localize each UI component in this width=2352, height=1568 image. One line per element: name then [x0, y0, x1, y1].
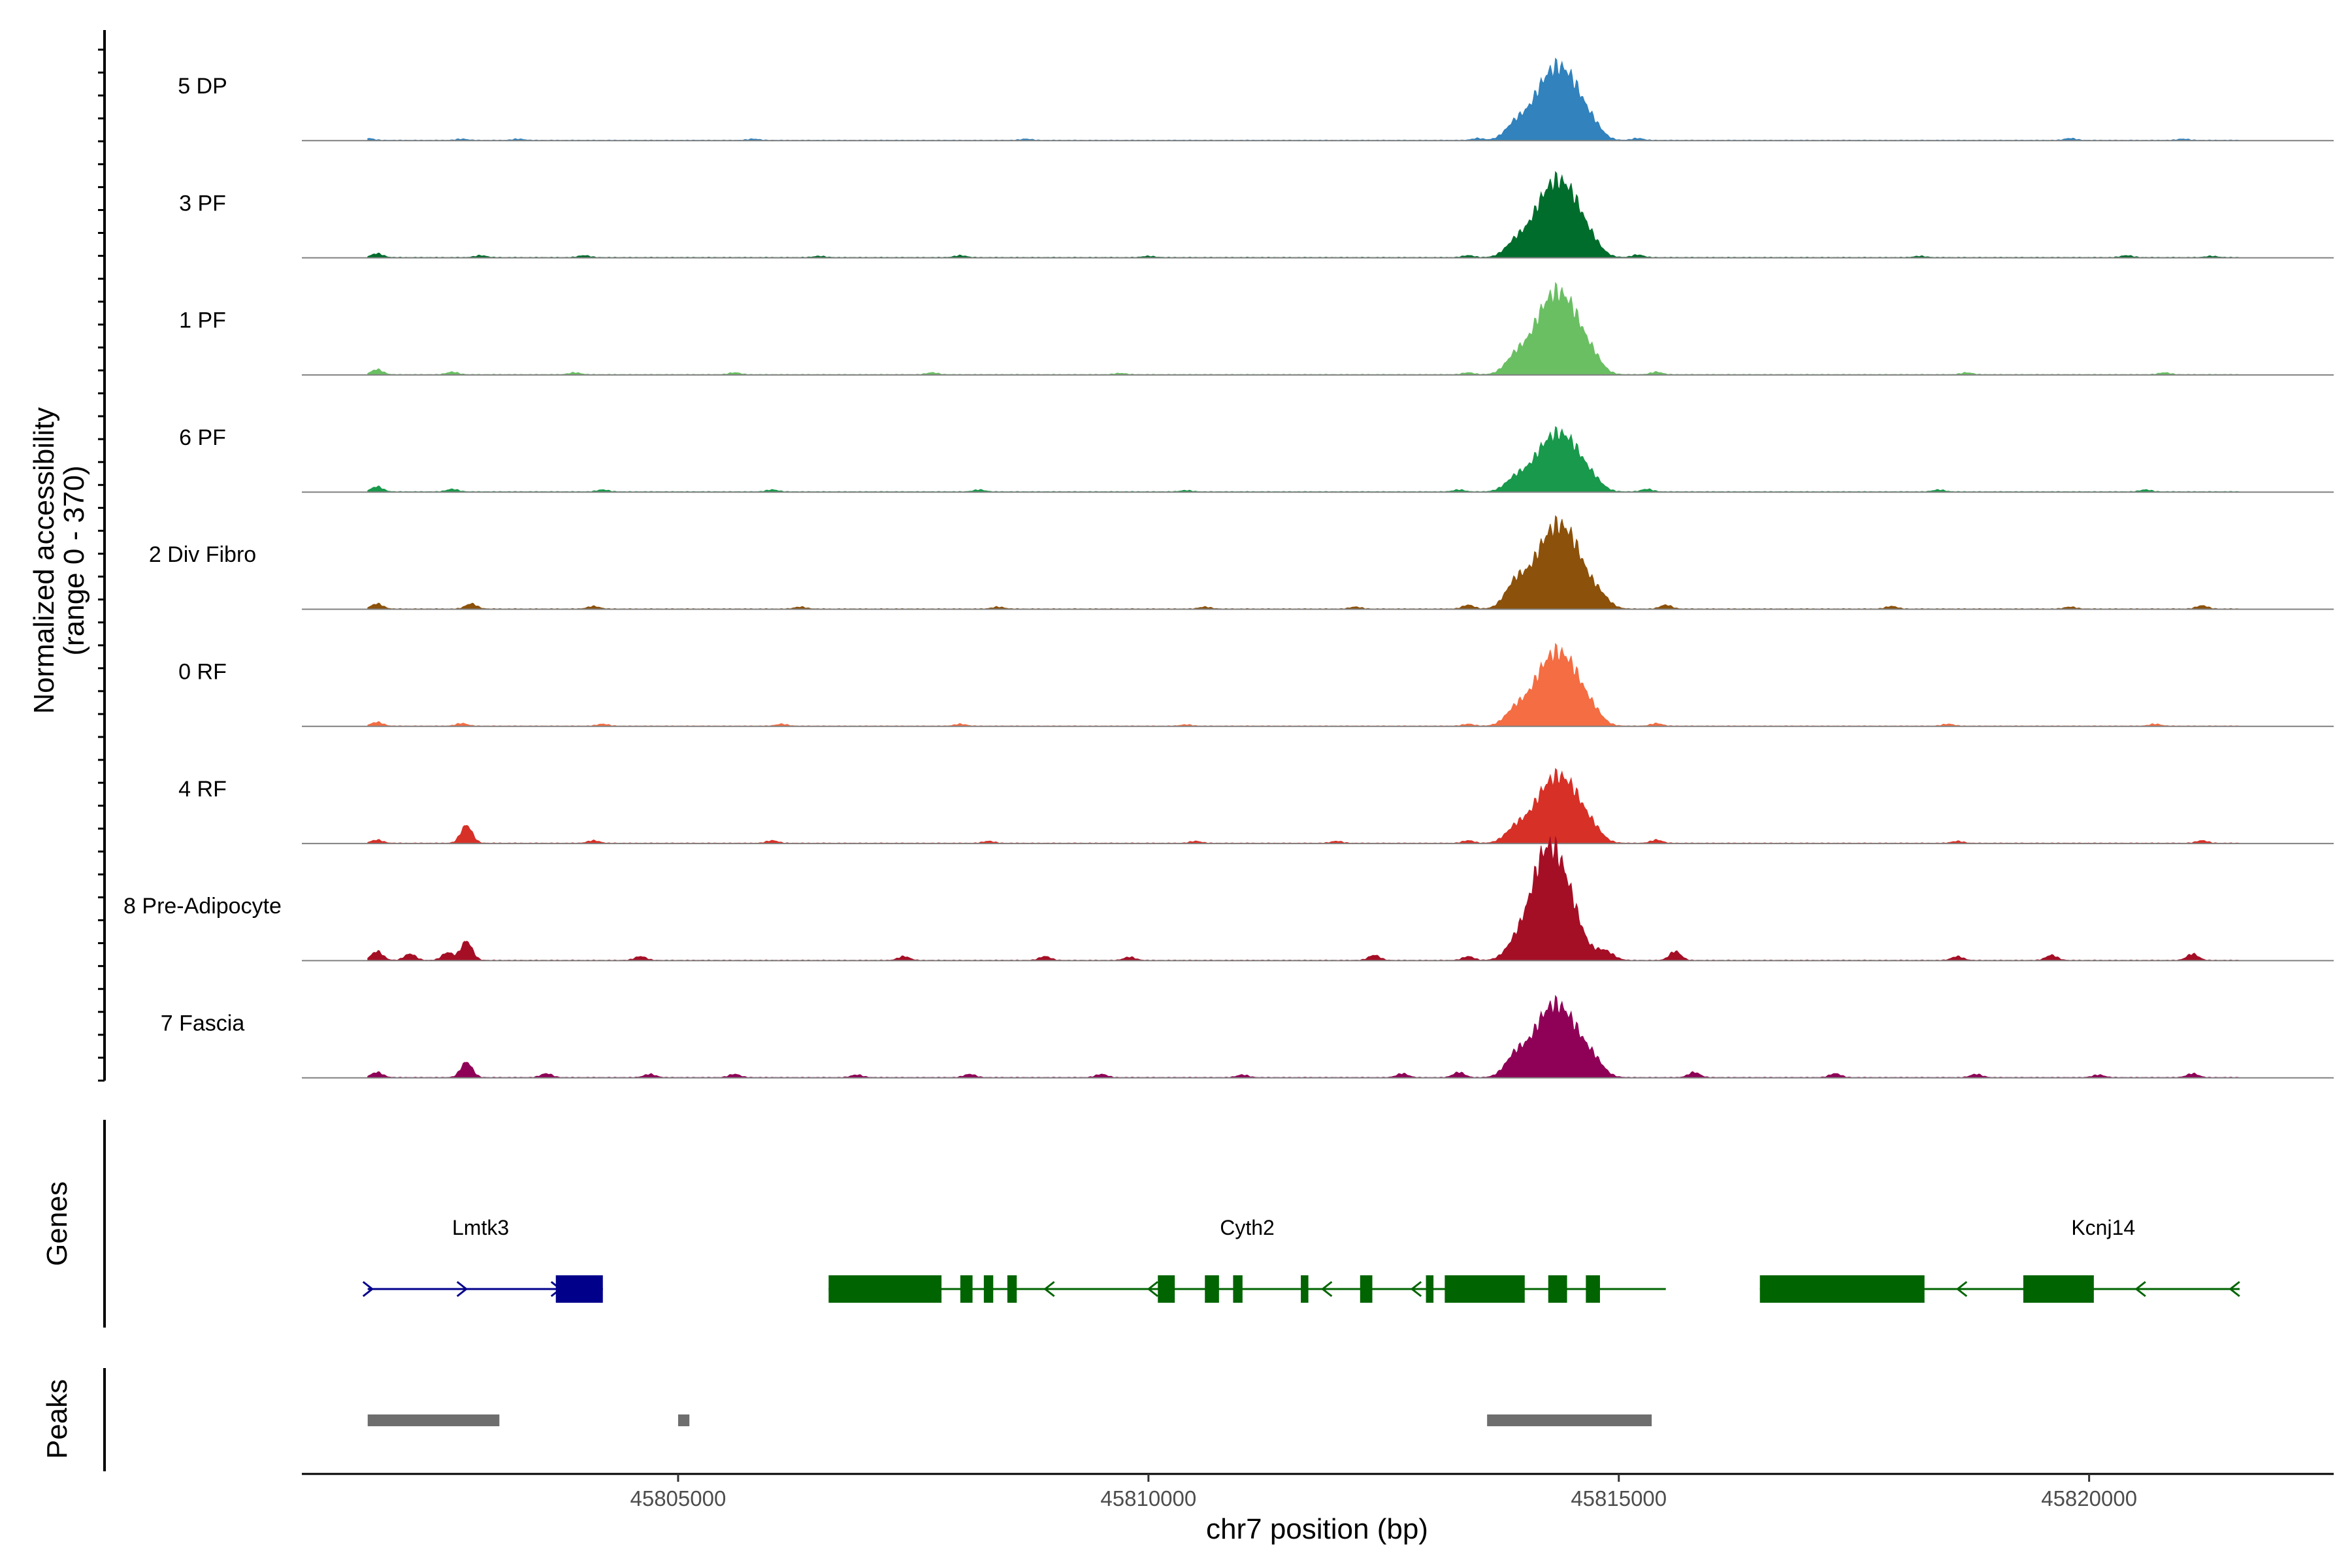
track-label: 0 RF — [178, 660, 227, 685]
gene-model: Lmtk3 — [362, 1216, 603, 1303]
gene-model: Kcnj14 — [1759, 1216, 2240, 1303]
x-tick-label: 45820000 — [2041, 1486, 2137, 1511]
coverage-track: 6 PF — [179, 425, 2334, 493]
peak-region — [1487, 1414, 1652, 1426]
gene-label: Cyth2 — [1220, 1216, 1275, 1239]
strand-arrow — [2229, 1281, 2240, 1298]
strand-arrow — [1147, 1281, 1158, 1298]
strand-arrow — [1955, 1281, 1968, 1298]
track-label: 6 PF — [179, 425, 226, 450]
track-label: 2 Div Fibro — [149, 542, 256, 567]
strand-arrow — [2134, 1281, 2146, 1298]
strand-arrow — [362, 1281, 374, 1298]
coverage-area — [367, 836, 2240, 961]
track-label: 5 DP — [178, 74, 227, 99]
coverage-area — [367, 57, 2240, 141]
coverage-area — [367, 171, 2240, 259]
strand-arrow — [1043, 1281, 1055, 1298]
coverage-area — [367, 642, 2240, 727]
gene-exon — [828, 1275, 942, 1303]
gene-exon — [1158, 1275, 1175, 1303]
track-label: 4 RF — [178, 777, 227, 802]
peak-region — [367, 1414, 500, 1426]
track-label: 8 Pre-Adipocyte — [123, 894, 282, 919]
coverage-area — [367, 768, 2240, 844]
coverage-track: 5 DP — [178, 57, 2334, 142]
coverage-y-axis — [98, 30, 106, 1082]
gene-exon — [1301, 1275, 1309, 1303]
gene-label: Kcnj14 — [2071, 1216, 2135, 1239]
gene-annotation-track: Lmtk3 Cyth2 Kcnj14 — [362, 1216, 2240, 1303]
gene-exon — [2023, 1275, 2094, 1303]
coverage-track: 2 Div Fibro — [149, 515, 2334, 610]
strand-arrow — [550, 1281, 563, 1298]
y-axis-title-line2: (range 0 - 370) — [58, 465, 90, 655]
track-label: 1 PF — [179, 308, 226, 333]
gene-exon — [1445, 1275, 1525, 1303]
coverage-track: 0 RF — [178, 642, 2334, 727]
gene-exon — [1586, 1275, 1600, 1303]
coverage-area — [367, 994, 2240, 1079]
coverage-tracks: 5 DP 3 PF 1 PF 6 PF 2 Div Fibro 0 RF 4 RF 8 Pre… — [123, 57, 2334, 1079]
gene-model: Cyth2 — [828, 1216, 1666, 1303]
genes-panel-title: Genes — [41, 1181, 73, 1266]
strand-arrow — [1410, 1281, 1422, 1298]
x-tick-label: 45805000 — [630, 1486, 727, 1511]
x-tick-label: 45815000 — [1571, 1486, 1667, 1511]
coverage-track: 3 PF — [179, 171, 2334, 259]
coverage-area — [367, 515, 2240, 610]
gene-exon — [555, 1275, 603, 1303]
gene-exon — [1759, 1275, 1925, 1303]
x-axis-ticks: 45805000 45810000 45815000 45820000 — [630, 1474, 2137, 1511]
gene-exon — [1426, 1275, 1434, 1303]
track-label: 3 PF — [179, 191, 226, 216]
coverage-area — [367, 282, 2240, 376]
peak-region-track — [367, 1414, 1652, 1426]
track-label: 7 Fascia — [161, 1011, 245, 1036]
peaks-panel-title: Peaks — [41, 1379, 73, 1459]
coverage-track: 4 RF — [178, 768, 2334, 845]
y-axis-title-line1: Normalized accessibility — [28, 407, 60, 713]
gene-exon — [960, 1275, 973, 1303]
gene-exon — [1360, 1275, 1373, 1303]
coverage-track: 8 Pre-Adipocyte — [123, 836, 2334, 962]
coverage-area — [367, 426, 2240, 493]
gene-exon — [1548, 1275, 1567, 1303]
gene-exon — [983, 1275, 994, 1303]
gene-exon — [1233, 1275, 1243, 1303]
coverage-track: 7 Fascia — [161, 994, 2334, 1079]
gene-label: Lmtk3 — [452, 1216, 509, 1239]
peak-region — [678, 1414, 690, 1426]
coverage-track: 1 PF — [179, 282, 2334, 376]
x-axis-title: chr7 position (bp) — [1206, 1513, 1428, 1545]
x-tick-label: 45810000 — [1100, 1486, 1196, 1511]
gene-exon — [1205, 1275, 1219, 1303]
strand-arrow — [1320, 1281, 1333, 1298]
gene-exon — [1007, 1275, 1017, 1303]
strand-arrow — [456, 1281, 468, 1298]
